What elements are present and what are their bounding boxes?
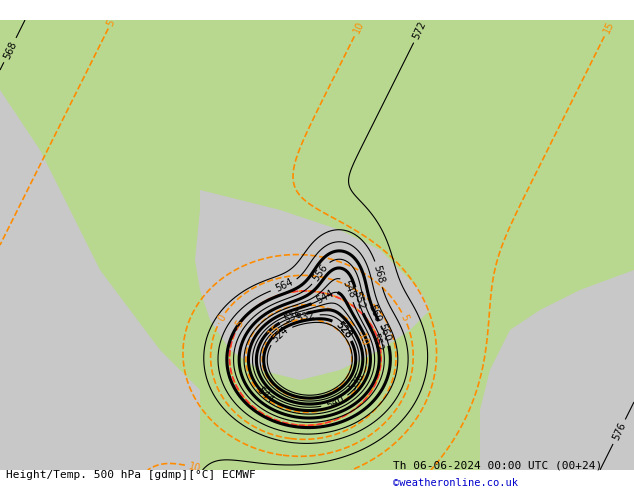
Text: 10: 10 bbox=[188, 461, 202, 474]
Text: 524: 524 bbox=[269, 324, 290, 344]
Text: 536: 536 bbox=[347, 371, 365, 392]
Text: 540: 540 bbox=[325, 394, 346, 411]
Text: 572: 572 bbox=[411, 20, 429, 41]
Text: 544: 544 bbox=[314, 289, 335, 306]
Text: 536: 536 bbox=[282, 309, 303, 325]
Text: -10: -10 bbox=[354, 328, 370, 347]
Text: 528: 528 bbox=[333, 319, 353, 340]
Text: 560: 560 bbox=[377, 322, 392, 343]
Text: 5: 5 bbox=[105, 18, 117, 28]
Text: 548: 548 bbox=[340, 279, 357, 300]
Text: 528: 528 bbox=[333, 319, 353, 340]
Text: 15: 15 bbox=[602, 20, 616, 35]
Text: 532: 532 bbox=[295, 310, 316, 324]
Text: 5: 5 bbox=[399, 313, 410, 323]
Text: ©weatheronline.co.uk: ©weatheronline.co.uk bbox=[393, 478, 518, 488]
Text: Height/Temp. 500 hPa [gdmp][°C] ECMWF: Height/Temp. 500 hPa [gdmp][°C] ECMWF bbox=[6, 470, 256, 480]
Polygon shape bbox=[195, 190, 430, 380]
Polygon shape bbox=[0, 90, 200, 470]
Text: 568: 568 bbox=[1, 40, 18, 61]
Text: 560: 560 bbox=[367, 303, 383, 324]
Text: 556: 556 bbox=[311, 262, 330, 283]
Text: 568: 568 bbox=[372, 264, 386, 285]
Text: 544: 544 bbox=[255, 385, 275, 405]
Text: 552: 552 bbox=[369, 332, 384, 352]
Text: -5: -5 bbox=[233, 318, 247, 331]
Text: Th 06-06-2024 00:00 UTC (00+24): Th 06-06-2024 00:00 UTC (00+24) bbox=[393, 461, 602, 470]
Text: 564: 564 bbox=[274, 277, 295, 294]
Text: -15: -15 bbox=[264, 323, 283, 342]
Text: 10: 10 bbox=[352, 20, 366, 35]
Text: 552: 552 bbox=[351, 290, 366, 311]
Text: 0: 0 bbox=[216, 313, 228, 323]
Text: 576: 576 bbox=[611, 421, 628, 442]
Polygon shape bbox=[480, 270, 634, 470]
